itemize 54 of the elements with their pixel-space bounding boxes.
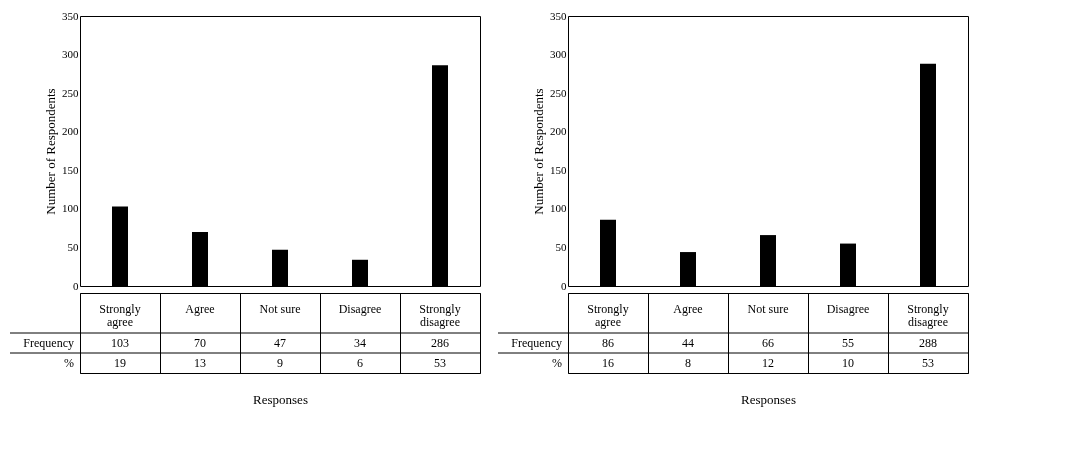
y-tick-label: 0 (561, 279, 567, 292)
y-tick-label: 350 (62, 9, 79, 22)
y-tick-label: 100 (62, 202, 79, 215)
y-tick-label: 100 (550, 202, 567, 215)
data-label: 288 (919, 336, 937, 350)
text: 16 (602, 356, 614, 370)
x-tick-label: Strongly agree (587, 302, 629, 329)
data-label: 286 (431, 336, 449, 350)
text: 8 (685, 356, 691, 370)
y-tick-label: 350 (550, 9, 567, 22)
y-axis-title: Number of Respondents (43, 88, 58, 215)
y-tick-label: 200 (550, 125, 567, 138)
y-tick-label: 150 (550, 163, 567, 176)
text: Frequency (23, 336, 74, 350)
data-label: 34 (354, 336, 366, 350)
x-tick-label: Strongly agree (99, 302, 141, 329)
text: 13 (194, 356, 206, 370)
x-tick-label: Disagree (338, 302, 382, 316)
x-tick-label: Disagree (826, 302, 870, 316)
data-label: 86 (602, 336, 614, 350)
y-tick-label: 250 (550, 86, 567, 99)
data-label: 47 (274, 336, 286, 350)
x-axis-title: Responses (741, 391, 796, 407)
x-tick-label: Agree (673, 302, 703, 316)
data-label: 44 (682, 336, 694, 350)
y-tick-label: 150 (62, 163, 79, 176)
text: 10 (842, 356, 854, 370)
y-tick-label: 50 (555, 240, 567, 253)
text: 9 (277, 356, 283, 370)
text: % (552, 356, 562, 370)
text: 19 (114, 356, 126, 370)
y-tick-label: 250 (62, 86, 79, 99)
data-label: 70 (194, 336, 206, 350)
x-tick-label: Strongly disagree (419, 302, 461, 329)
x-tick-label: Strongly disagree (907, 302, 949, 329)
x-tick-label: Not sure (747, 302, 789, 316)
data-label: 55 (842, 336, 854, 350)
text: Frequency (511, 336, 562, 350)
y-tick-label: 200 (62, 125, 79, 138)
data-label: 66 (762, 336, 774, 350)
y-axis-title: Number of Respondents (531, 88, 546, 215)
x-tick-label: Agree (185, 302, 215, 316)
y-tick-label: 50 (67, 240, 79, 253)
y-tick-label: 300 (550, 48, 567, 61)
x-tick-label: Not sure (259, 302, 301, 316)
text: % (64, 356, 74, 370)
y-tick-label: 300 (62, 48, 79, 61)
y-tick-label: 0 (73, 279, 79, 292)
x-axis-title: Responses (253, 391, 308, 407)
text: 12 (762, 356, 774, 370)
text: 53 (434, 356, 446, 370)
data-label: 103 (111, 336, 129, 350)
text: 6 (357, 356, 363, 370)
text: 53 (922, 356, 934, 370)
